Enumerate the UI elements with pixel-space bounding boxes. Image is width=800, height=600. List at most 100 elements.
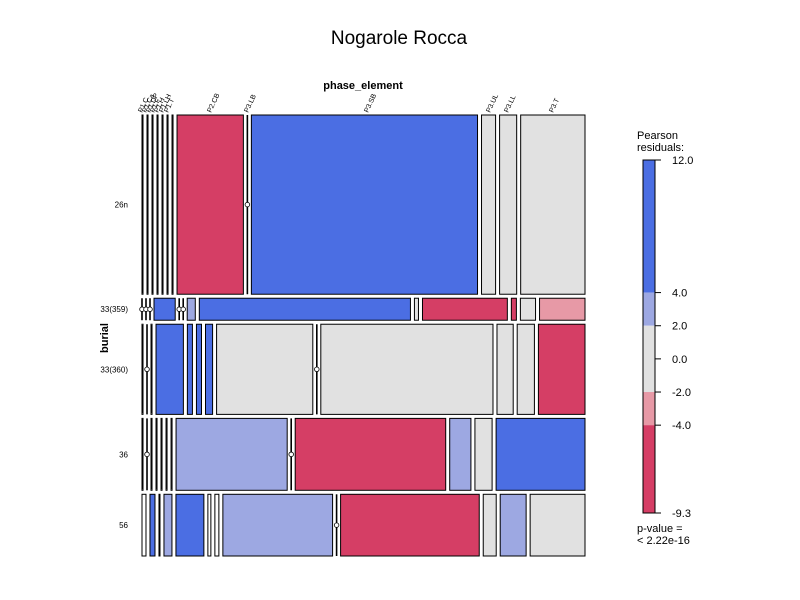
empty-cell-marker [314,366,320,373]
mosaic-cell [171,114,174,295]
mosaic-cell [153,297,176,321]
legend-title-line2: residuals: [637,142,684,154]
mosaic-cell [495,417,586,491]
row-label: 33(360) [100,365,128,374]
mosaic-cell [519,297,537,321]
pvalue-line1: p-value = [637,523,683,535]
mosaic-cell [222,493,334,557]
legend-tick-label: -2.0 [672,387,691,399]
mosaic-cell [537,323,586,415]
mosaic-cell [474,417,493,491]
mosaic-cell [216,323,314,415]
mosaic-cell [198,297,411,321]
mosaic-cell [214,493,220,557]
mosaic-cell [161,114,164,295]
mosaic-cell [510,297,517,321]
column-label: P3.SB [363,93,378,114]
legend-band [643,292,655,326]
mosaic-cell [149,493,156,557]
mosaic-cell [496,323,514,415]
legend-tick-label: 0.0 [672,354,687,366]
mosaic-cell [146,114,149,295]
row-label: 56 [119,521,128,530]
column-label: P3.T [548,97,561,114]
mosaic-cell [165,417,168,491]
empty-cell-marker [180,306,186,312]
legend-band [643,392,655,426]
legend-color-bar [642,159,656,514]
mosaic-cells [139,114,586,557]
column-label: P3.LL [503,94,517,114]
chart-title: Nogarole Rocca [331,28,468,49]
mosaic-cell [516,323,535,415]
mosaic-cell [150,323,153,415]
legend-tick-label: -4.0 [672,420,691,432]
mosaic-cell [141,114,144,295]
mosaic-cell [529,493,586,557]
mosaic-cell [520,114,586,295]
mosaic-cell [539,297,586,321]
mosaic-cell [340,493,480,557]
legend-ticks: 12.0 4.0 2.0 0.0 -2.0 -4.0 -9.3 [655,155,693,520]
residual-legend: Pearson residuals: 12.0 4.0 2.0 0.0 -2.0 -4.0… [637,130,693,547]
legend-tick-label: 4.0 [672,288,687,300]
mosaic-cell [160,417,163,491]
mosaic-cell [186,297,196,321]
mosaic-cell [449,417,472,491]
mosaic-cell [155,417,158,491]
mosaic-cell [413,297,419,321]
mosaic-cell [421,297,508,321]
mosaic-cell [141,417,144,491]
mosaic-cell [163,493,173,557]
pvalue-line2: < 2.22e-16 [637,535,690,547]
mosaic-cell [166,114,169,295]
legend-tick-label: 2.0 [672,321,687,333]
mosaic-cell [499,114,518,295]
legend-bar-outline [642,159,656,514]
mosaic-cell [156,114,159,295]
column-label: P2.CB [206,92,221,114]
mosaic-cell [195,323,203,415]
mosaic-cell [176,114,244,295]
mosaic-cell [175,493,205,557]
mosaic-cell [250,114,479,295]
empty-cell-marker [288,451,294,458]
column-label: P3.UL [485,93,500,114]
mosaic-cell [155,323,184,415]
mosaic-cell [320,323,494,415]
mosaic-cell [175,417,288,491]
empty-cell-marker [144,366,150,373]
empty-cell-marker [144,451,150,458]
empty-cell-marker [147,306,153,312]
mosaic-cell [186,323,193,415]
mosaic-cell [170,417,173,491]
mosaic-cell [141,323,144,415]
y-variable-label: burial [99,323,111,353]
mosaic-cell [158,493,161,557]
mosaic-cell [151,114,154,295]
legend-tick-label: -9.3 [672,508,691,520]
mosaic-cell [141,493,147,557]
x-variable-label: phase_element [323,80,403,92]
mosaic-cell [294,417,447,491]
row-label: 26n [115,201,128,210]
legend-tick-label: 12.0 [672,155,693,167]
empty-cell-marker [244,201,251,208]
mosaic-cell [150,417,153,491]
row-labels: 26n 33(359) 33(360) 36 56 [100,201,128,531]
mosaic-cell [207,493,212,557]
column-label: P3.LB [243,93,258,114]
mosaic-cell [499,493,527,557]
legend-band [643,425,655,513]
mosaic-cell [482,493,497,557]
row-label: 36 [119,450,128,459]
mosaic-cell [481,114,497,295]
empty-cell-marker [333,522,340,528]
legend-band [643,160,655,293]
legend-band [643,325,655,393]
legend-title-line1: Pearson [637,130,678,142]
row-label: 33(359) [100,305,128,314]
mosaic-cell [205,323,214,415]
